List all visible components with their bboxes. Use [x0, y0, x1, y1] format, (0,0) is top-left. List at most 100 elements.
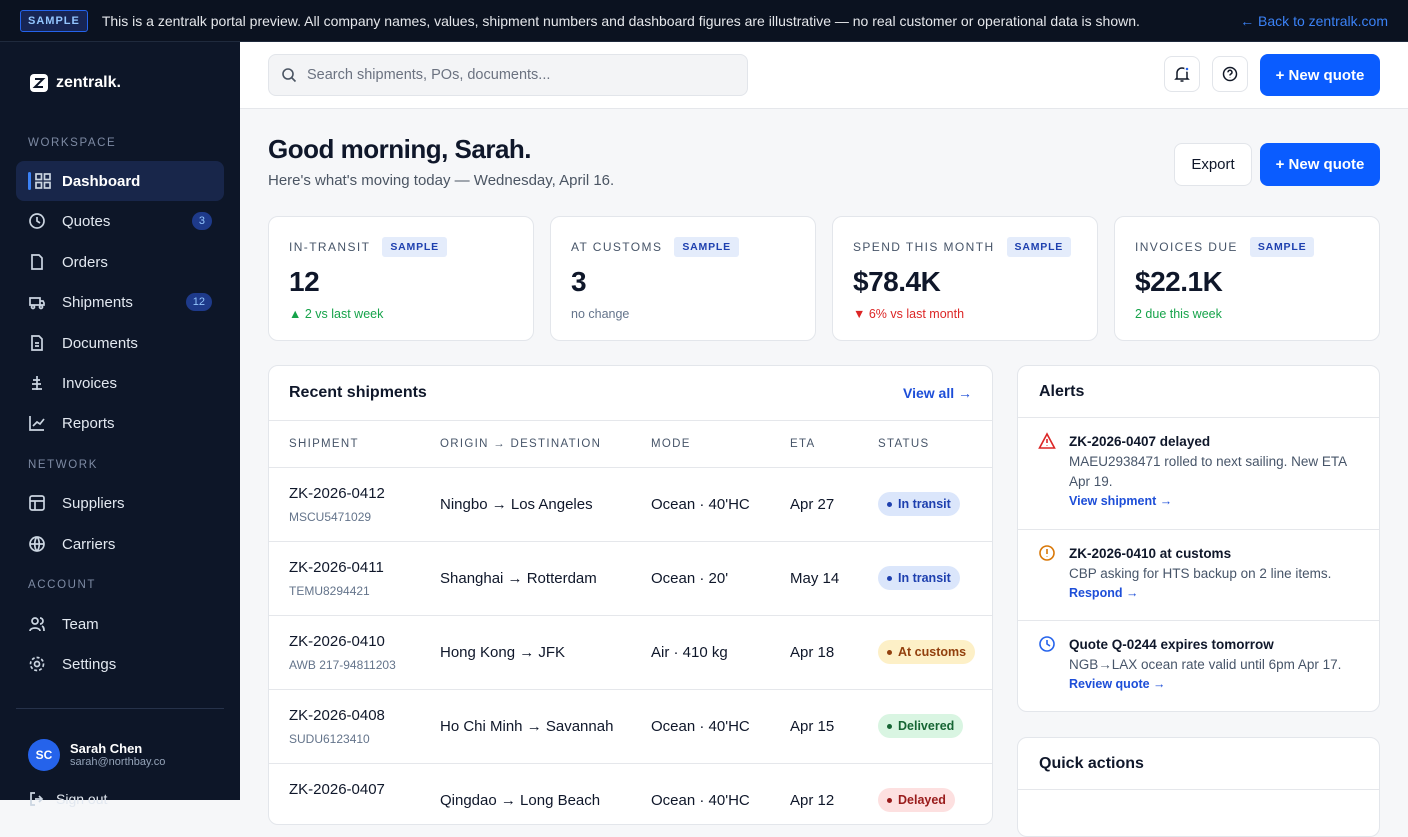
icon	[31, 335, 43, 351]
route: Ho Chi Minh → Savannah	[439, 689, 650, 764]
column-header: ORIGIN → DESTINATION	[439, 421, 650, 468]
nav-item[interactable]: Shipments 12	[16, 282, 224, 322]
nav-label: Orders	[62, 253, 108, 271]
stat-label: INVOICES DUE	[1135, 240, 1238, 254]
nav-item[interactable]: Team	[16, 604, 224, 644]
shipment-row[interactable]: ZK-2026-0412 MSCU5471029 Ningbo → Los Ange…	[269, 467, 992, 542]
shipment-id: ZK-2026-0411	[289, 558, 384, 576]
nav-label: Reports	[62, 414, 115, 432]
nav-item[interactable]: Carriers	[16, 524, 224, 564]
nav-label: Suppliers	[62, 494, 125, 512]
shipment-row[interactable]: ZK-2026-0407 Qingdao → Long Beach Ocean ·…	[269, 763, 992, 824]
eta: May 14	[789, 541, 877, 616]
eta: Apr 18	[789, 615, 877, 690]
divider	[16, 708, 224, 709]
shipment-id: ZK-2026-0412	[289, 484, 385, 502]
help-button[interactable]	[1212, 56, 1248, 92]
eta: Apr 15	[789, 689, 877, 764]
route: Hong Kong → JFK	[439, 615, 650, 690]
status-pill: In transit	[878, 492, 960, 516]
shipment-id: ZK-2026-0410	[289, 632, 385, 650]
stat-note: 2 due this week	[1135, 307, 1222, 321]
icon	[29, 536, 45, 552]
icon	[29, 416, 45, 431]
nav-item[interactable]: Reports	[16, 403, 224, 443]
icon	[1174, 66, 1190, 82]
nav-item[interactable]: Settings	[16, 644, 224, 684]
status-pill: Delivered	[878, 714, 964, 738]
nav-label: Quotes	[62, 212, 111, 230]
section-title: WORKSPACE	[28, 137, 117, 149]
mode: Ocean · 40'HC	[650, 689, 789, 764]
nav-item[interactable]: Quotes 3	[16, 201, 224, 241]
user-email: sarah@northbay.co	[70, 756, 166, 768]
alert-body: MAEU2938471 rolled to next sailing. New …	[1069, 454, 1347, 489]
stat-label: IN-TRANSIT	[289, 240, 371, 254]
new-quote-button[interactable]: + New quote	[1260, 143, 1380, 186]
stat-value: 3	[571, 266, 587, 297]
stat-value: $22.1K	[1135, 266, 1223, 297]
search-placeholder: Search shipments, POs, documents...	[307, 67, 551, 83]
alert-link[interactable]: View shipment →	[1069, 494, 1173, 508]
view-all-link[interactable]: View all →	[903, 385, 972, 401]
shipment-row[interactable]: ZK-2026-0411 TEMU8294421 Shanghai → Rotter…	[269, 541, 992, 616]
column-header: STATUS	[877, 421, 992, 468]
icon	[1222, 66, 1238, 82]
alert-body: CBP asking for HTS backup on 2 line item…	[1069, 566, 1332, 581]
back-link[interactable]: ← Back to zentralk.com	[1240, 12, 1388, 29]
stat-card: AT CUSTOMS SAMPLE 3 no change	[550, 216, 816, 341]
icon	[29, 495, 45, 511]
column-header: MODE	[650, 421, 789, 468]
avatar: SC	[28, 739, 60, 771]
route: Ningbo → Los Angeles	[439, 467, 650, 542]
column-header: SHIPMENT	[269, 421, 439, 468]
icon	[29, 297, 45, 310]
alert-title: ZK-2026-0407 delayed	[1069, 434, 1211, 449]
icon	[30, 792, 44, 806]
nav-item[interactable]: Suppliers	[16, 483, 224, 523]
new-quote-button[interactable]: + New quote	[1260, 54, 1380, 96]
card-title: Quick actions	[1018, 738, 1379, 790]
shipment-row[interactable]: ZK-2026-0408 SUDU6123410 Ho Chi Minh → Sav…	[269, 689, 992, 764]
stat-label: AT CUSTOMS	[571, 240, 663, 254]
alert: ZK-2026-0410 at customs CBP asking for HT…	[1018, 530, 1379, 621]
nav-count: 12	[185, 293, 212, 311]
search-box[interactable]: Search shipments, POs, documents...	[268, 54, 748, 96]
icon	[31, 254, 43, 270]
notifications-button[interactable]	[1164, 56, 1200, 92]
nav-item[interactable]: Documents	[16, 323, 224, 363]
alerts-card: Alerts ZK-2026-0407 delayed MAEU2938471 r…	[1017, 365, 1380, 712]
alert-link[interactable]: Respond →	[1069, 586, 1139, 600]
sample-badge: SAMPLE	[1249, 237, 1315, 257]
column-header: ETA	[789, 421, 877, 468]
mode: Ocean · 40'HC	[650, 467, 789, 542]
card-title: Alerts	[1018, 366, 1379, 418]
alert-link[interactable]: Review quote →	[1069, 677, 1166, 691]
nav-label: Invoices	[62, 374, 118, 392]
nav-item[interactable]: Invoices	[16, 363, 224, 403]
shipment-ref: SUDU6123410	[289, 731, 370, 746]
quick-actions-card: Quick actions	[1017, 737, 1380, 837]
shipment-ref: AWB 217-94811203	[289, 657, 396, 672]
shipment-ref: MSCU5471029	[289, 509, 372, 524]
shipment-ref: TEMU8294421	[289, 583, 370, 598]
sign-out[interactable]: Sign out	[28, 790, 107, 808]
mode: Ocean · 40'HC	[650, 763, 789, 824]
sample-badge: SAMPLE	[1006, 237, 1072, 257]
export-button[interactable]: Export	[1174, 143, 1252, 186]
stat-card: INVOICES DUE SAMPLE $22.1K 2 due this week	[1114, 216, 1380, 341]
shipment-row[interactable]: ZK-2026-0410 AWB 217-94811203 Hong Kong → …	[269, 615, 992, 690]
nav-label: Carriers	[62, 535, 116, 553]
icon	[29, 656, 45, 672]
nav-label: Documents	[62, 334, 138, 352]
route: Shanghai → Rotterdam	[439, 541, 650, 616]
icon	[35, 173, 51, 189]
sidebar: zentralk. WORKSPACE Dashboard Quotes 3 Or…	[0, 42, 240, 807]
brand: zentralk.	[30, 74, 121, 92]
user-name: Sarah Chen	[70, 741, 143, 756]
nav-count: 3	[191, 212, 212, 230]
stat-card: SPEND THIS MONTH SAMPLE $78.4K ▼ 6% vs last…	[832, 216, 1098, 341]
stat-label: SPEND THIS MONTH	[853, 240, 995, 254]
nav-item[interactable]: Dashboard	[16, 161, 224, 201]
nav-item[interactable]: Orders	[16, 242, 224, 282]
